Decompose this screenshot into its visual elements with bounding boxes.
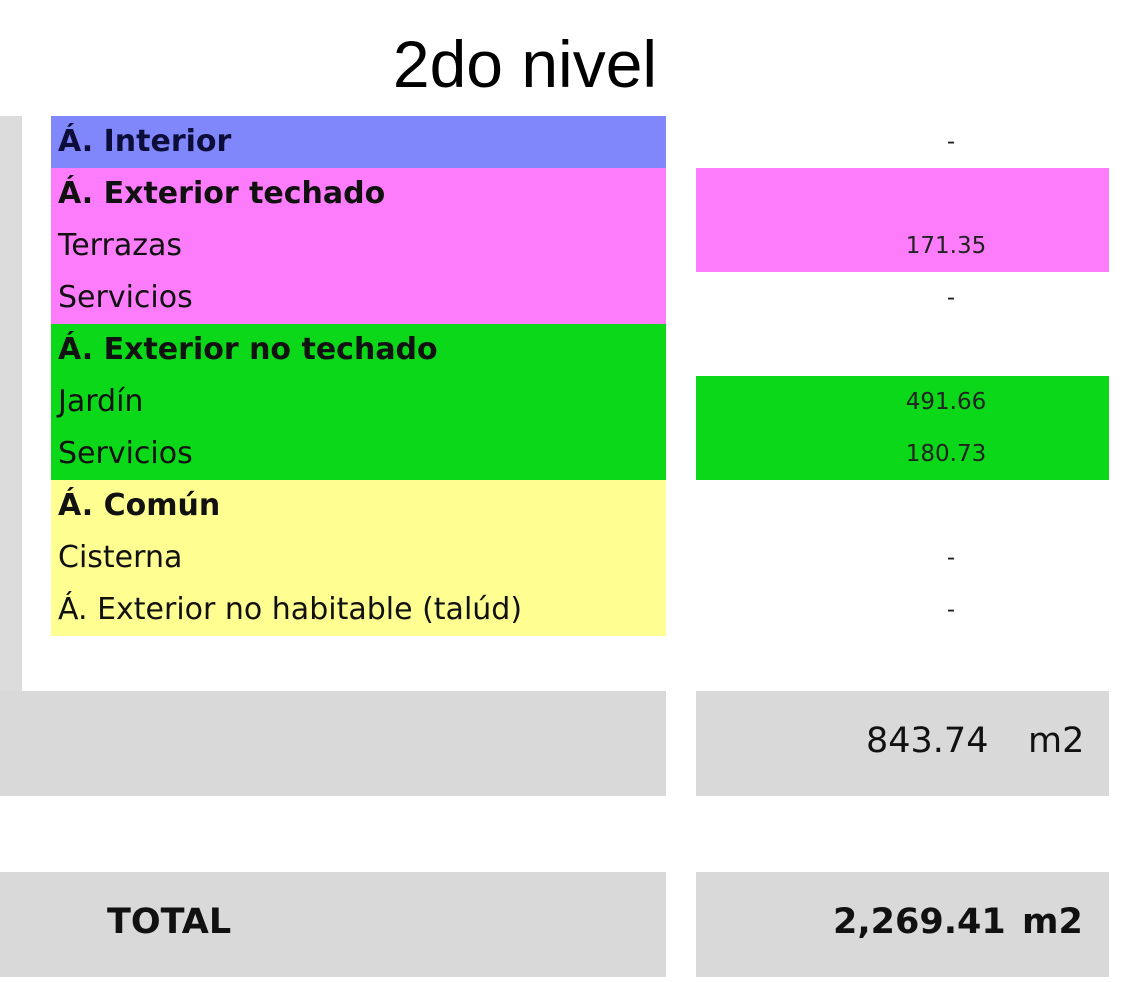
row-label-jardin: Jardín — [51, 376, 666, 428]
subtotal-label-cell — [0, 691, 666, 796]
row-value-comun — [696, 480, 1109, 532]
row-value-exterior-no-techado — [696, 324, 1109, 376]
row-value-exterior-techado — [696, 168, 1109, 220]
row-value-text: - — [946, 129, 956, 155]
row-value-text: - — [946, 285, 956, 311]
row-label-terrazas: Terrazas — [51, 220, 666, 272]
row-value-text: 180.73 — [905, 441, 987, 467]
total-label: TOTAL — [107, 902, 232, 942]
row-value-interior: - — [696, 116, 1109, 168]
subtotal-unit: m2 — [1028, 721, 1085, 761]
row-value-terrazas: 171.35 — [696, 220, 1109, 272]
row-value-jardin: 491.66 — [696, 376, 1109, 428]
row-value-text: - — [946, 545, 956, 571]
page-title: 2do nivel — [392, 27, 658, 101]
row-label-servicios-no-techado: Servicios — [51, 428, 666, 480]
row-label-servicios-techado: Servicios — [51, 272, 666, 324]
row-value-text: 491.66 — [905, 389, 987, 415]
row-value-exterior-no-habitable: - — [696, 584, 1109, 636]
row-label-exterior-techado: Á. Exterior techado — [51, 168, 666, 220]
row-value-text: 171.35 — [905, 233, 987, 259]
row-value-servicios-no-techado: 180.73 — [696, 428, 1109, 480]
row-label-exterior-no-techado: Á. Exterior no techado — [51, 324, 666, 376]
row-label-interior: Á. Interior — [51, 116, 666, 168]
subtotal-value: 843.74 — [866, 721, 989, 761]
row-label-comun: Á. Común — [51, 480, 666, 532]
row-label-cisterna: Cisterna — [51, 532, 666, 584]
subtotal-value-cell: 843.74 m2 — [696, 691, 1109, 796]
row-value-servicios-techado: - — [696, 272, 1109, 324]
left-frame-border — [0, 116, 22, 692]
total-value-cell: 2,269.41 m2 — [696, 872, 1109, 977]
total-unit: m2 — [1022, 902, 1083, 942]
total-label-cell: TOTAL — [0, 872, 666, 977]
row-value-cisterna: - — [696, 532, 1109, 584]
row-value-text: - — [946, 597, 956, 623]
row-label-exterior-no-habitable: Á. Exterior no habitable (talúd) — [51, 584, 666, 636]
total-value: 2,269.41 — [833, 902, 1006, 942]
